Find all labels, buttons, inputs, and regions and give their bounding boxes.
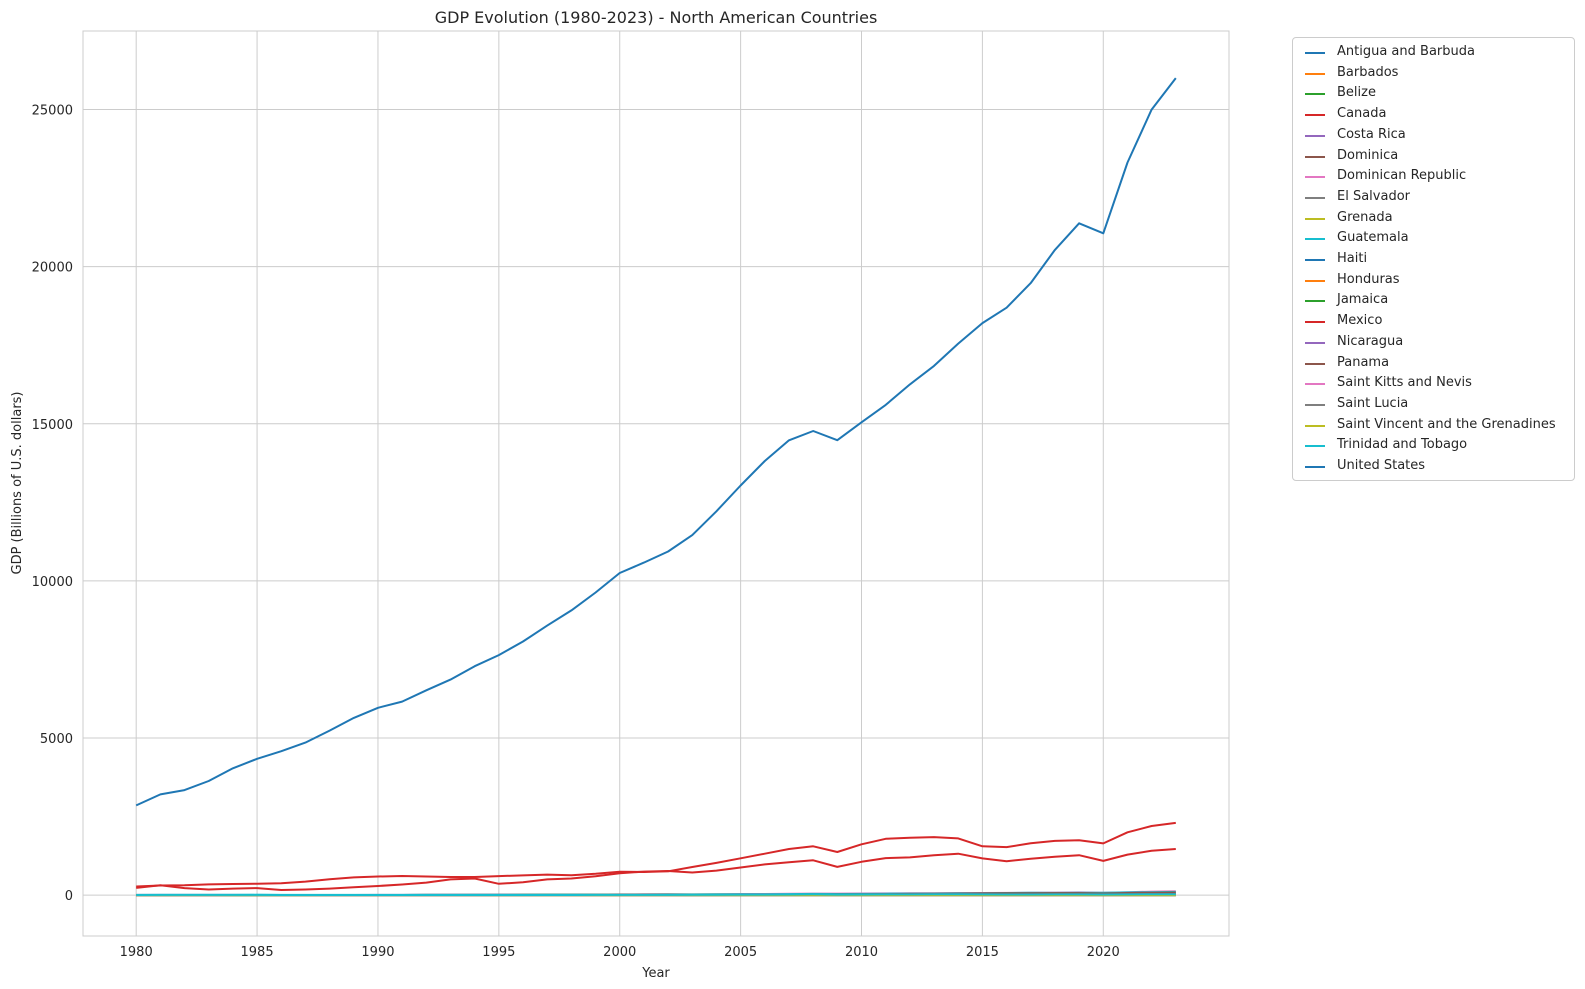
legend-label: Honduras bbox=[1337, 271, 1400, 287]
legend-entry-guatemala: Guatemala bbox=[1293, 228, 1574, 248]
legend-swatch bbox=[1305, 72, 1325, 75]
legend-swatch bbox=[1305, 341, 1325, 344]
legend-label: Mexico bbox=[1337, 313, 1383, 329]
legend-entry-jamaica: Jamaica bbox=[1293, 290, 1574, 310]
legend-label: Antigua and Barbuda bbox=[1337, 44, 1475, 59]
legend-label: Saint Kitts and Nevis bbox=[1337, 375, 1472, 391]
legend-entry-honduras: Honduras bbox=[1293, 270, 1574, 290]
legend-entry-trinidad-and-tobago: Trinidad and Tobago bbox=[1293, 435, 1574, 455]
legend-entry-antigua-and-barbuda: Antigua and Barbuda bbox=[1293, 42, 1574, 62]
legend-label: Trinidad and Tobago bbox=[1337, 437, 1468, 453]
tick-labels: 1980 1985 1990 1995 2000 2005 2010 2015 2020 0 500… bbox=[32, 104, 1120, 960]
y-tick-label: 20000 bbox=[32, 261, 73, 276]
x-tick-label: 1995 bbox=[482, 945, 515, 960]
x-tick-label: 2020 bbox=[1087, 945, 1120, 960]
legend-label: Jamaica bbox=[1337, 292, 1389, 308]
y-axis-label: GDP (Billions of U.S. dollars) bbox=[10, 391, 25, 574]
legend-label: United States bbox=[1337, 458, 1426, 473]
legend-swatch bbox=[1305, 321, 1325, 324]
legend: Antigua and Barbuda Barbados Belize Canada C… bbox=[1292, 37, 1575, 481]
chart-title: GDP Evolution (1980-2023) - North Americ… bbox=[435, 8, 878, 27]
legend-swatch bbox=[1305, 93, 1325, 96]
series-lines bbox=[135, 77, 1177, 897]
x-tick-label: 2000 bbox=[603, 945, 636, 960]
legend-label: Costa Rica bbox=[1337, 126, 1406, 142]
x-tick-label: 1985 bbox=[241, 945, 274, 960]
x-axis-label: Year bbox=[641, 966, 670, 981]
legend-label: Guatemala bbox=[1337, 230, 1409, 246]
legend-label: Dominica bbox=[1337, 147, 1399, 163]
legend-label: El Salvador bbox=[1337, 188, 1410, 204]
y-tick-label: 5000 bbox=[40, 732, 73, 747]
legend-label: Dominican Republic bbox=[1337, 168, 1467, 184]
series-line-trinidad-and-tobago bbox=[136, 893, 1176, 896]
legend-entry-haiti: Haiti bbox=[1293, 249, 1574, 269]
x-tick-label: 2015 bbox=[966, 945, 999, 960]
legend-swatch bbox=[1305, 52, 1325, 54]
legend-swatch bbox=[1305, 217, 1325, 220]
legend-entry-nicaragua: Nicaragua bbox=[1293, 332, 1574, 352]
legend-swatch bbox=[1305, 362, 1325, 365]
legend-label: Haiti bbox=[1337, 251, 1368, 266]
legend-swatch bbox=[1305, 466, 1325, 468]
legend-entry-saint-vincent-and-the-grenadines: Saint Vincent and the Grenadines bbox=[1293, 415, 1574, 435]
legend-entry-saint-kitts-and-nevis: Saint Kitts and Nevis bbox=[1293, 373, 1574, 393]
legend-label: Panama bbox=[1337, 354, 1390, 370]
series-line-united-states bbox=[135, 77, 1177, 807]
legend-swatch bbox=[1305, 238, 1325, 241]
legend-entry-grenada: Grenada bbox=[1293, 208, 1574, 228]
legend-entry-belize: Belize bbox=[1293, 83, 1574, 103]
series-line-canada bbox=[136, 821, 1176, 888]
grid bbox=[83, 31, 1229, 936]
legend-swatch bbox=[1305, 114, 1325, 117]
legend-swatch bbox=[1305, 176, 1325, 179]
y-tick-label: 25000 bbox=[32, 104, 73, 119]
legend-swatch bbox=[1305, 300, 1325, 303]
legend-swatch bbox=[1305, 445, 1325, 448]
legend-entry-barbados: Barbados bbox=[1293, 63, 1574, 83]
y-tick-label: 0 bbox=[65, 889, 73, 904]
x-tick-label: 2005 bbox=[724, 945, 757, 960]
legend-swatch bbox=[1305, 383, 1325, 386]
x-tick-label: 1990 bbox=[361, 945, 394, 960]
legend-swatch bbox=[1305, 134, 1325, 137]
legend-entry-canada: Canada bbox=[1293, 104, 1574, 124]
legend-entry-mexico: Mexico bbox=[1293, 311, 1574, 331]
legend-entry-dominica: Dominica bbox=[1293, 146, 1574, 166]
legend-swatch bbox=[1305, 196, 1325, 199]
legend-entry-el-salvador: El Salvador bbox=[1293, 187, 1574, 207]
legend-swatch bbox=[1305, 424, 1325, 427]
legend-label: Belize bbox=[1337, 85, 1376, 101]
legend-entry-panama: Panama bbox=[1293, 353, 1574, 373]
legend-swatch bbox=[1305, 155, 1325, 158]
plot-area-frame bbox=[82, 30, 1230, 937]
legend-entry-united-states: United States bbox=[1293, 456, 1574, 476]
legend-label: Nicaragua bbox=[1337, 333, 1404, 349]
y-tick-label: 10000 bbox=[32, 575, 73, 590]
legend-entry-dominican-republic: Dominican Republic bbox=[1293, 166, 1574, 186]
legend-swatch bbox=[1305, 259, 1325, 261]
legend-label: Grenada bbox=[1337, 209, 1393, 225]
series-line-mexico bbox=[136, 848, 1176, 891]
y-tick-label: 15000 bbox=[32, 418, 73, 433]
legend-swatch bbox=[1305, 403, 1325, 406]
legend-label: Saint Lucia bbox=[1337, 395, 1409, 411]
legend-swatch bbox=[1305, 279, 1325, 282]
x-tick-label: 2010 bbox=[845, 945, 878, 960]
legend-entry-costa-rica: Costa Rica bbox=[1293, 125, 1574, 145]
legend-label: Canada bbox=[1337, 106, 1387, 122]
x-tick-label: 1980 bbox=[120, 945, 153, 960]
legend-entry-saint-lucia: Saint Lucia bbox=[1293, 394, 1574, 414]
legend-label: Saint Vincent and the Grenadines bbox=[1337, 416, 1556, 432]
legend-label: Barbados bbox=[1337, 64, 1399, 80]
